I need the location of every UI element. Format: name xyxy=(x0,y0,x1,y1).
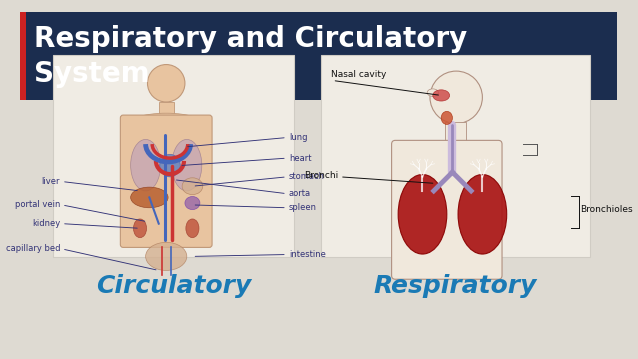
Text: Circulatory: Circulatory xyxy=(96,274,251,298)
Circle shape xyxy=(147,65,185,102)
Bar xyxy=(20,101,617,348)
Text: stomach: stomach xyxy=(289,172,325,181)
Bar xyxy=(20,11,617,101)
Text: Bronchioles: Bronchioles xyxy=(581,205,633,214)
Text: Respiratory and Circulatory: Respiratory and Circulatory xyxy=(34,25,467,53)
Bar xyxy=(20,11,26,101)
Text: aorta: aorta xyxy=(289,189,311,198)
Text: Nasal cavity: Nasal cavity xyxy=(330,70,386,79)
Text: Bronchi: Bronchi xyxy=(304,171,338,181)
FancyBboxPatch shape xyxy=(392,140,502,279)
Ellipse shape xyxy=(441,111,452,125)
Ellipse shape xyxy=(182,178,203,195)
Ellipse shape xyxy=(398,174,447,254)
FancyBboxPatch shape xyxy=(121,115,212,247)
Bar xyxy=(322,55,590,257)
Text: capillary bed: capillary bed xyxy=(6,244,60,253)
Ellipse shape xyxy=(433,90,450,101)
Text: intestine: intestine xyxy=(289,250,325,259)
Text: portal vein: portal vein xyxy=(15,200,60,209)
Text: Respiratory: Respiratory xyxy=(374,274,537,298)
Ellipse shape xyxy=(458,174,507,254)
Text: liver: liver xyxy=(41,177,60,186)
Bar xyxy=(159,102,174,121)
Circle shape xyxy=(430,71,482,123)
Ellipse shape xyxy=(172,139,202,191)
Ellipse shape xyxy=(131,139,161,191)
Ellipse shape xyxy=(185,196,200,210)
Ellipse shape xyxy=(124,113,209,141)
Text: lung: lung xyxy=(289,133,308,142)
Ellipse shape xyxy=(160,154,181,177)
Ellipse shape xyxy=(186,219,199,238)
Text: spleen: spleen xyxy=(289,203,316,212)
Bar xyxy=(52,55,294,257)
Ellipse shape xyxy=(145,242,187,270)
Text: kidney: kidney xyxy=(32,219,60,228)
Ellipse shape xyxy=(131,187,168,208)
Bar xyxy=(445,122,466,150)
Ellipse shape xyxy=(133,219,147,238)
Text: heart: heart xyxy=(289,154,311,163)
Ellipse shape xyxy=(427,89,438,96)
Text: System: System xyxy=(34,60,149,88)
